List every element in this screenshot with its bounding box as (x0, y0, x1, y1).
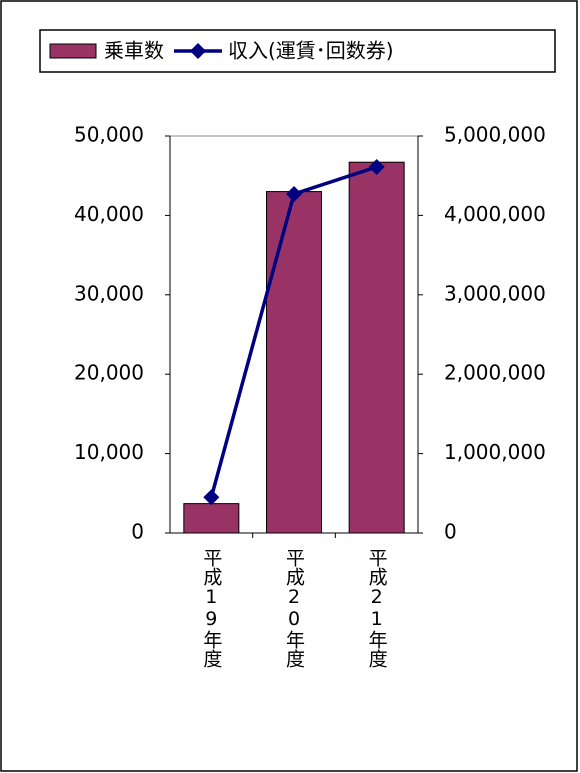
y-tick-label: 10,000 (74, 440, 144, 464)
y2-tick-label: 5,000,000 (444, 123, 546, 147)
x-tick-label: 平成19年度 (200, 548, 222, 668)
y2-tick-label: 1,000,000 (444, 440, 546, 464)
y-tick-label: 20,000 (74, 361, 144, 385)
y2-tick-label: 0 (444, 520, 457, 544)
y-tick-label: 30,000 (74, 281, 144, 305)
bar (183, 503, 240, 534)
line-marker (203, 489, 220, 506)
y2-tick-label: 2,000,000 (444, 361, 546, 385)
y2-tick-label: 4,000,000 (444, 202, 546, 226)
x-tick-label: 平成21年度 (366, 548, 388, 668)
line-marker (286, 185, 302, 202)
y2-tick-label: 3,000,000 (444, 281, 546, 305)
y-tick-label: 50,000 (74, 123, 144, 147)
legend-box (39, 29, 556, 73)
legend-label: 乗車数 (104, 39, 164, 63)
bar (348, 161, 405, 534)
y-tick-label: 0 (131, 520, 144, 544)
bar (266, 191, 322, 534)
legend-marker (190, 43, 206, 59)
legend-swatch (49, 43, 97, 59)
line-marker (368, 158, 385, 175)
legend-label: 収入(運賃･回数券) (228, 39, 394, 63)
y-tick-label: 40,000 (74, 202, 144, 226)
x-tick-label: 平成20年度 (283, 548, 305, 668)
